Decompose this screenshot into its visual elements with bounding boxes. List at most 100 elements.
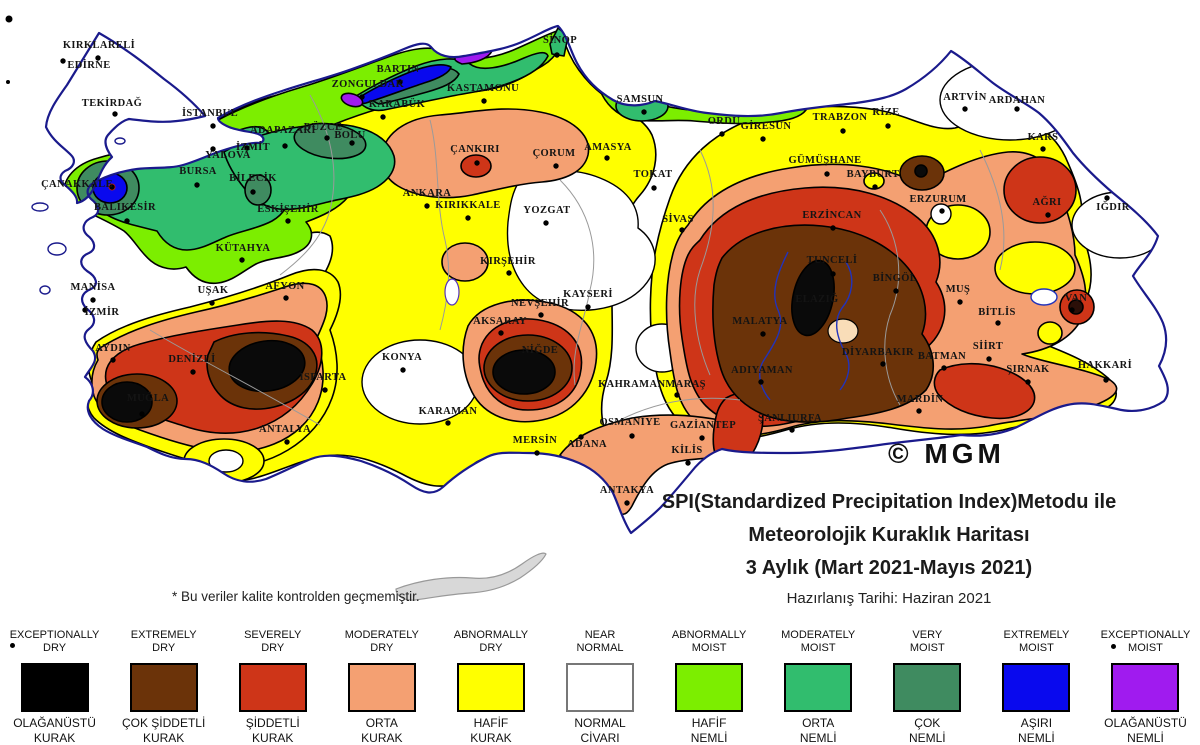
legend-item: ABNORMALLY MOIST HAFİF NEMLİ xyxy=(655,622,764,745)
city-dot xyxy=(1045,212,1051,218)
city-label: KIRKLARELİ xyxy=(63,39,135,51)
cyprus-island xyxy=(395,552,547,601)
city-label: MUŞ xyxy=(946,284,971,295)
city-dot xyxy=(1040,146,1046,152)
city-label: BİLECİK xyxy=(229,172,277,184)
city-dot xyxy=(538,312,544,318)
city-label: İZMİT xyxy=(236,141,270,153)
city-dot xyxy=(380,114,386,120)
city-label: ANTALYA xyxy=(259,424,311,435)
legend-label-en: EXTREMELY MOIST xyxy=(1003,629,1070,655)
city-label: BİNGÖL xyxy=(873,271,917,284)
city-label: AĞRI xyxy=(1032,195,1061,208)
city-dot xyxy=(210,123,216,129)
legend-color-swatch xyxy=(456,662,525,713)
city-label: BİTLİS xyxy=(978,306,1015,318)
city-dot xyxy=(986,356,992,362)
city-dot xyxy=(578,434,584,440)
city-label: BURSA xyxy=(179,166,217,177)
city-dot xyxy=(830,225,836,231)
city-dot xyxy=(760,331,766,337)
legend-color-swatch xyxy=(566,662,635,713)
city-label: ÇANKIRI xyxy=(450,144,499,155)
city-dot xyxy=(916,408,922,414)
stray-dot xyxy=(6,80,10,84)
legend-label-en: EXTREMELY DRY xyxy=(130,629,197,655)
legend-label-en: NEAR NORMAL xyxy=(576,629,624,655)
city-dot xyxy=(1103,377,1109,383)
city-dot xyxy=(244,145,250,151)
city-dot xyxy=(585,304,591,310)
city-dot xyxy=(719,131,725,137)
city-dot xyxy=(957,299,963,305)
city-label: IĞDIR xyxy=(1096,200,1130,213)
legend-label-tr: HAFİF KURAK xyxy=(470,716,512,745)
city-dot xyxy=(893,288,899,294)
map-title-line1: SPI(Standardized Precipitation Index)Met… xyxy=(661,491,1117,513)
city-dot xyxy=(1104,195,1110,201)
legend-item: VERY MOIST ÇOK NEMLİ xyxy=(873,622,982,745)
erzurum-white-spot xyxy=(930,203,952,225)
city-label: KIRŞEHİR xyxy=(480,255,536,267)
city-dot xyxy=(554,52,560,58)
legend-color-swatch xyxy=(238,662,307,713)
legend-item: NEAR NORMAL NORMAL CİVARI xyxy=(545,622,654,745)
city-label: KARAMAN xyxy=(419,406,478,417)
city-dot xyxy=(209,300,215,306)
city-label: ARDAHAN xyxy=(989,95,1045,106)
city-label: ERZİNCAN xyxy=(802,209,861,221)
city-dot xyxy=(789,427,795,433)
city-label: SİİRT xyxy=(973,340,1003,352)
legend-label-tr: OLAĞANÜSTÜ KURAK xyxy=(13,716,96,745)
city-label: KİLİS xyxy=(671,444,702,456)
legend-label-tr: OLAĞANÜSTÜ NEMLİ xyxy=(1104,716,1187,745)
city-labels-layer: KIRKLARELİ EDİRNE TEKİRDAĞ İSTANBUL ADAPAZAR… xyxy=(41,34,1132,506)
city-label: YOZGAT xyxy=(523,205,570,216)
city-label: KARS xyxy=(1028,132,1059,143)
legend-color-swatch xyxy=(20,662,89,713)
city-dot xyxy=(424,203,430,209)
city-dot xyxy=(553,163,559,169)
city-label: ŞANLIURFA xyxy=(758,413,822,424)
legend-label-en: MODERATELY MOIST xyxy=(781,629,856,655)
city-dot xyxy=(359,94,365,100)
lake-van xyxy=(1030,288,1058,306)
city-dot xyxy=(109,184,115,190)
lakes xyxy=(444,278,1058,306)
legend-label-en: SEVERELY DRY xyxy=(244,629,302,655)
legend-color-swatch xyxy=(675,662,744,713)
city-label: NEVŞEHİR xyxy=(511,297,569,309)
legend-edge-dot xyxy=(1111,644,1116,649)
city-dot xyxy=(239,257,245,263)
legend-color-swatch xyxy=(893,662,962,713)
legend-edge-dot xyxy=(10,643,15,648)
legend-label-en: ABNORMALLY MOIST xyxy=(671,629,747,655)
legend-label-en: MODERATELY DRY xyxy=(344,629,419,655)
city-label: TRABZON xyxy=(813,112,868,123)
city-label: ESKİŞEHİR xyxy=(257,203,318,215)
city-dot xyxy=(962,106,968,112)
city-label: ŞIRNAK xyxy=(1006,364,1050,375)
quality-note: * Bu veriler kalite kontrolden geçmemişt… xyxy=(172,589,420,604)
city-dot xyxy=(400,367,406,373)
city-label: KAHRAMANMARAŞ xyxy=(598,379,706,390)
city-label: ERZURUM xyxy=(909,194,966,205)
city-label: SİVAS xyxy=(662,213,694,225)
city-label: MALATYA xyxy=(732,316,787,327)
city-dot xyxy=(95,55,101,61)
city-label: AFYON xyxy=(265,281,304,292)
legend-color-swatch xyxy=(1111,662,1180,713)
city-label: GAZİANTEP xyxy=(670,419,736,431)
city-label: KASTAMONU xyxy=(447,83,519,94)
turkey-drought-map: KIRKLARELİ EDİRNE TEKİRDAĞ İSTANBUL ADAPAZAR… xyxy=(5,15,1169,601)
city-dot xyxy=(699,435,705,441)
legend-item: EXTREMELY DRY ÇOK ŞİDDETLİ KURAK xyxy=(109,622,218,745)
city-dot xyxy=(830,271,836,277)
city-dot xyxy=(498,330,504,336)
city-dot xyxy=(872,184,878,190)
city-dot xyxy=(349,140,355,146)
city-label: BAYBURT xyxy=(847,169,900,180)
map-title-line2: Meteorolojik Kuraklık Haritası xyxy=(748,524,1030,546)
legend-label-en: EXCEPTIONALLY MOIST xyxy=(1100,629,1191,655)
city-dot xyxy=(758,379,764,385)
